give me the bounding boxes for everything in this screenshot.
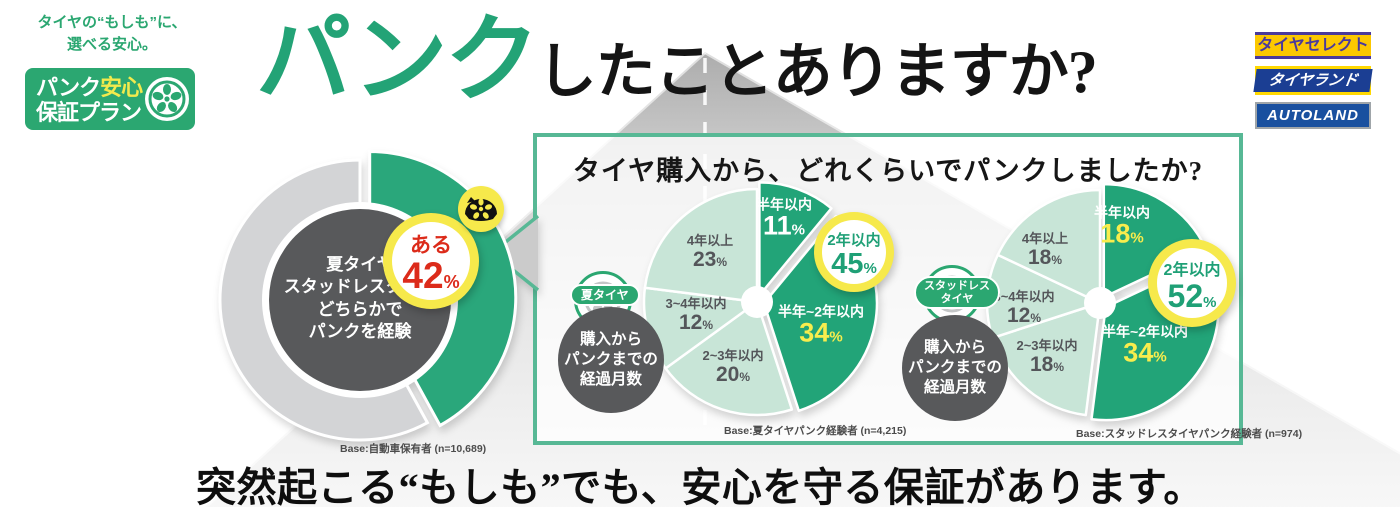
studless-tire-months-to-puncture-label-3: 3~4年以内 12% (993, 289, 1055, 327)
summer-tire-months-to-puncture-label-4: 4年以上 23% (686, 233, 734, 271)
base-caption-studless: Base:スタッドレスタイヤパンク経験者 (n=974) (1076, 428, 1303, 440)
base-caption-donut: Base:自動車保有者 (n=10,689) (340, 443, 487, 455)
studless-caption-line3: 経過月数 (923, 379, 986, 397)
wheel-icon (145, 77, 189, 121)
answer-badge-label: ある (410, 234, 452, 257)
page-title-rest: したことありますか? (536, 39, 1098, 105)
studless-tire-months-to-puncture-label-4: 4年以上 18% (1021, 231, 1069, 269)
summer-caption-line1: 購入から (579, 331, 642, 348)
logo-tire-select[interactable]: タイヤセレクト (1255, 32, 1371, 59)
callout-45-label: 2年以内 (827, 232, 881, 249)
plan-tagline-line2: 選べる安心。 (66, 35, 157, 53)
studless-tire-pill-line2: タイヤ (940, 292, 974, 305)
answer-badge-value: 42 (402, 255, 444, 297)
summer-tire-months-to-puncture-label-0: 半年以内 11% (756, 196, 812, 241)
plan-logo-word-hosho: 保証プラン (36, 100, 142, 126)
studless-tire-months-to-puncture-label-2: 2~3年以内 18% (1016, 338, 1078, 376)
flat-tire-badge (458, 186, 504, 232)
studless-tire-pill: スタッドレス タイヤ (914, 276, 1000, 310)
studless-tire-months-to-puncture-label-1: 半年~2年以内 34% (1102, 323, 1188, 368)
page-title-accent: パンク (256, 7, 540, 113)
callout-52-unit: % (1203, 294, 1217, 312)
answer-badge-unit: % (443, 272, 460, 293)
plan-tagline: タイヤの“もしも”に、 選べる安心。 (26, 12, 198, 56)
plan-logo-word-punk: パンク (36, 75, 101, 100)
plan-logo-word-anshin: 安心 (100, 75, 143, 100)
summer-tire-months-to-puncture-label-1: 半年~2年以内 34% (778, 303, 864, 348)
donut-center-line4: パンクを経験 (308, 322, 412, 342)
callout-45-unit: % (863, 260, 877, 278)
studless-tire-months-to-puncture-label-0: 半年以内 18% (1094, 204, 1150, 249)
callout-badge-45: 2年以内 45% (814, 212, 894, 292)
footer-title: 突然起こる“もしも”でも、安心を守る保証があります。 (196, 465, 1204, 507)
answer-badge-42: ある 42% (383, 213, 479, 309)
summer-caption-line3: 経過月数 (579, 371, 642, 389)
callout-45-value: 45 (831, 248, 864, 281)
logo-tire-land[interactable]: タイヤランド (1253, 66, 1373, 95)
summer-tire-pill: 夏タイヤ (570, 284, 640, 307)
plan-tagline-line1: タイヤの“もしも”に、 (37, 14, 187, 31)
summer-tire-months-to-puncture-label-3: 3~4年以内 12% (665, 296, 727, 334)
callout-badge-52: 2年以内 52% (1148, 239, 1236, 327)
plan-logo-text: パンク安心 保証プラン (36, 75, 143, 126)
studless-caption-line1: 購入から (923, 339, 986, 356)
studless-caption-circle: 購入から パンクまでの 経過月数 (902, 315, 1008, 421)
logo-autoland[interactable]: AUTOLAND (1255, 102, 1371, 129)
page-title: パンク したことありますか? (256, 7, 1098, 113)
plan-logo: パンク安心 保証プラン (25, 68, 195, 130)
studless-tire-pill-line1: スタッドレス (924, 280, 990, 292)
base-caption-summer: Base:夏タイヤパンク経験者 (n=4,215) (724, 425, 907, 437)
summer-tire-pill-text: 夏タイヤ (581, 288, 629, 302)
retailer-logos: タイヤセレクト タイヤランド AUTOLAND (1253, 32, 1373, 129)
summer-tire-months-to-puncture-label-2: 2~3年以内 20% (702, 348, 764, 386)
summer-caption-circle: 購入から パンクまでの 経過月数 (558, 307, 664, 413)
studless-caption-line2: パンクまでの (908, 359, 1002, 377)
summer-caption-line2: パンクまでの (564, 351, 658, 369)
flat-tire-icon (465, 197, 497, 221)
callout-52-value: 52 (1167, 278, 1204, 315)
